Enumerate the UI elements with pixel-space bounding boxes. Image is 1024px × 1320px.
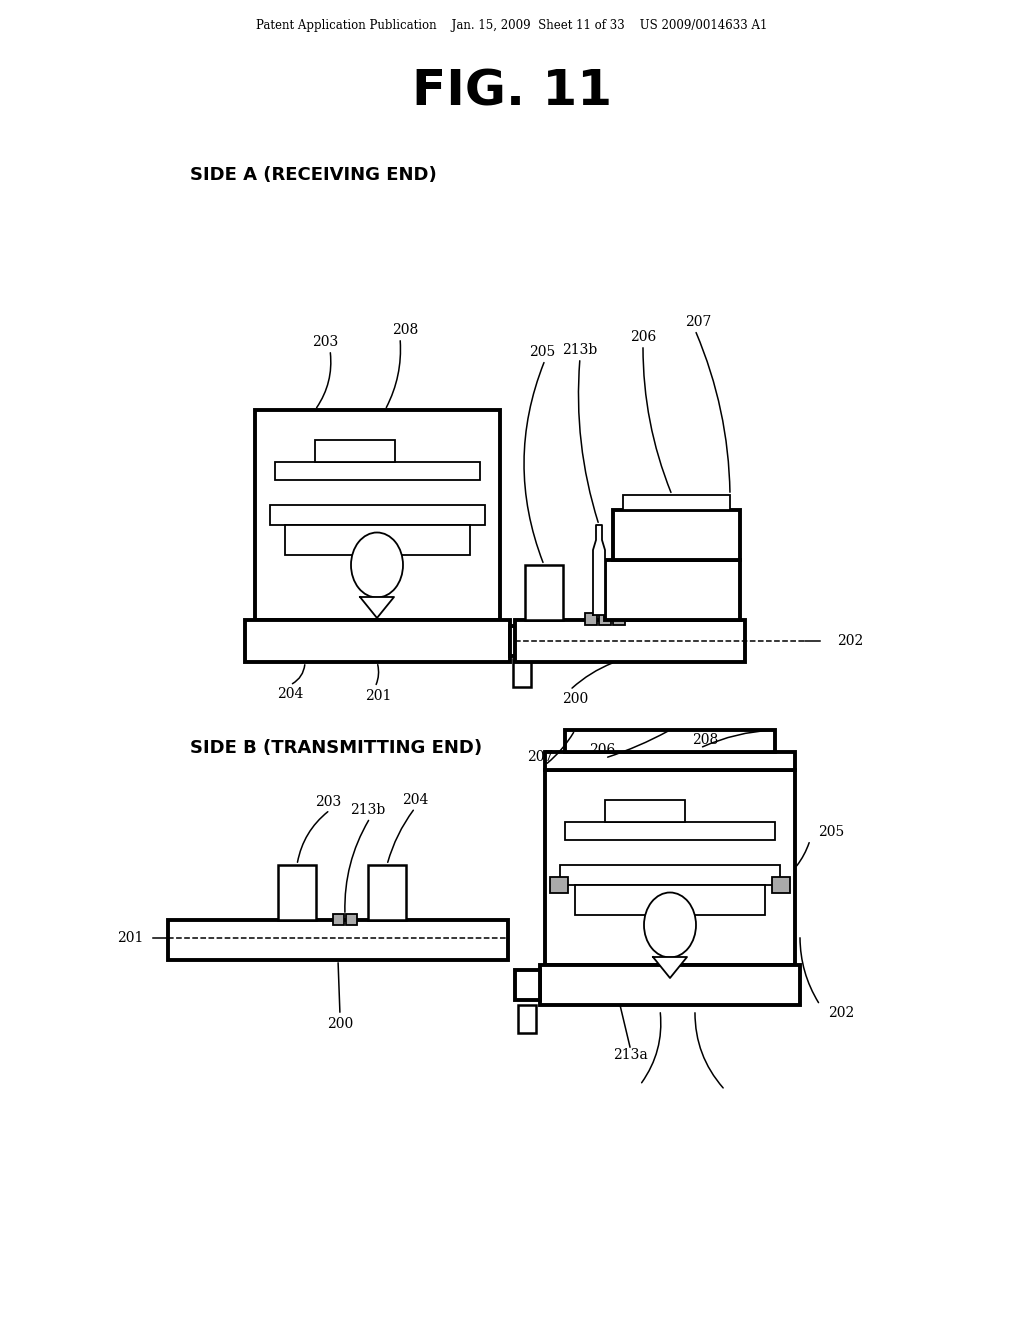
Text: 204: 204: [276, 686, 303, 701]
Bar: [613, 510, 740, 560]
Bar: [613, 612, 625, 624]
Ellipse shape: [644, 892, 696, 957]
Text: 206: 206: [589, 743, 615, 756]
Bar: [513, 659, 531, 686]
Text: 213b: 213b: [350, 803, 386, 817]
Bar: [285, 525, 470, 554]
Bar: [518, 1005, 536, 1034]
Bar: [545, 770, 795, 965]
Text: 208: 208: [692, 733, 718, 747]
Bar: [605, 560, 740, 620]
Bar: [346, 913, 357, 925]
Bar: [605, 800, 685, 822]
Bar: [510, 626, 535, 656]
Text: 206: 206: [630, 330, 656, 345]
Bar: [368, 865, 406, 920]
Bar: [772, 876, 790, 894]
Text: 205: 205: [528, 345, 555, 359]
Bar: [565, 822, 775, 840]
Text: 202: 202: [837, 634, 863, 648]
Bar: [270, 506, 485, 525]
Bar: [525, 565, 563, 620]
Text: 213a: 213a: [612, 1048, 647, 1063]
Text: Patent Application Publication    Jan. 15, 2009  Sheet 11 of 33    US 2009/00146: Patent Application Publication Jan. 15, …: [256, 18, 768, 32]
Text: 200: 200: [327, 1016, 353, 1031]
Text: FIG. 11: FIG. 11: [412, 69, 612, 116]
Bar: [599, 612, 611, 624]
Bar: [560, 865, 780, 884]
Bar: [168, 920, 508, 960]
Bar: [333, 913, 344, 925]
Bar: [545, 752, 795, 770]
Bar: [585, 612, 597, 624]
Text: 208: 208: [392, 323, 418, 337]
Bar: [515, 970, 540, 1001]
Text: SIDE A (RECEIVING END): SIDE A (RECEIVING END): [190, 166, 437, 183]
Polygon shape: [653, 957, 687, 978]
Bar: [245, 620, 510, 663]
Ellipse shape: [351, 532, 403, 598]
Bar: [623, 495, 730, 510]
Bar: [315, 440, 395, 462]
Bar: [575, 884, 765, 915]
Text: SIDE B (TRANSMITTING END): SIDE B (TRANSMITTING END): [190, 739, 482, 756]
Polygon shape: [360, 597, 394, 618]
Text: 203: 203: [314, 795, 341, 809]
Text: 207: 207: [685, 315, 712, 329]
Bar: [540, 965, 800, 1005]
Bar: [565, 730, 775, 752]
Bar: [515, 620, 745, 663]
Bar: [255, 411, 500, 620]
Text: 201: 201: [365, 689, 391, 704]
Bar: [278, 865, 316, 920]
Bar: [275, 462, 480, 480]
Polygon shape: [593, 525, 605, 615]
Text: 203: 203: [312, 335, 338, 348]
Bar: [550, 876, 568, 894]
Text: 213b: 213b: [562, 343, 598, 356]
Text: 205: 205: [818, 825, 844, 840]
Text: 207: 207: [526, 750, 553, 764]
Text: 201: 201: [117, 931, 143, 945]
Text: 202: 202: [828, 1006, 854, 1020]
Text: 200: 200: [562, 692, 588, 706]
Text: 204: 204: [401, 793, 428, 807]
